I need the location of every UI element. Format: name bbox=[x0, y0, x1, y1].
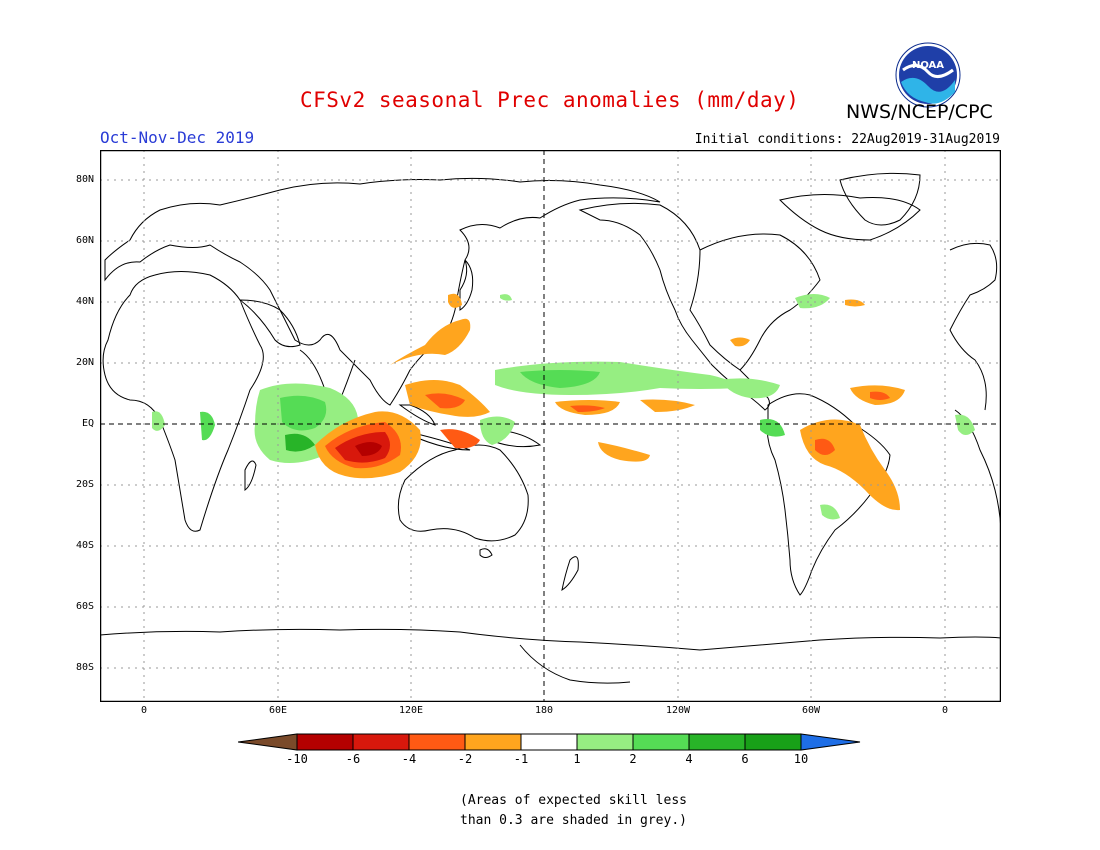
colorbar-label: -10 bbox=[286, 752, 308, 766]
lon-label-180: 180 bbox=[534, 705, 554, 716]
colorbar-label: -6 bbox=[345, 752, 361, 766]
map-title: CFSv2 seasonal Prec anomalies (mm/day) bbox=[300, 88, 800, 112]
skill-note-line2: than 0.3 are shaded in grey.) bbox=[460, 813, 687, 828]
colorbar-swatch bbox=[352, 733, 410, 751]
lat-label-20n: 20N bbox=[75, 357, 94, 368]
colorbar-swatch bbox=[576, 733, 634, 751]
season-label: Oct-Nov-Dec 2019 bbox=[100, 128, 255, 147]
lat-label-80n: 80N bbox=[75, 174, 94, 185]
organization-label: NWS/NCEP/CPC bbox=[846, 101, 993, 123]
colorbar-swatch bbox=[238, 733, 298, 751]
colorbar-label: 6 bbox=[741, 752, 749, 766]
colorbar-label: 2 bbox=[629, 752, 637, 766]
lon-label-60e: 60E bbox=[268, 705, 288, 716]
lon-label-60w: 60W bbox=[801, 705, 821, 716]
anomaly-shading bbox=[152, 293, 975, 520]
anomaly-map bbox=[100, 150, 1001, 702]
colorbar-swatch bbox=[296, 733, 354, 751]
lat-label-80s: 80S bbox=[75, 662, 94, 673]
lon-label-0-left: 0 bbox=[140, 705, 148, 716]
lon-label-120e: 120E bbox=[398, 705, 424, 716]
colorbar-label: -2 bbox=[457, 752, 473, 766]
colorbar bbox=[238, 733, 861, 751]
colorbar-swatch bbox=[520, 733, 578, 751]
lat-label-60s: 60S bbox=[75, 601, 94, 612]
colorbar-label: -4 bbox=[401, 752, 417, 766]
colorbar-swatch bbox=[744, 733, 802, 751]
skill-note: (Areas of expected skill less than 0.3 a… bbox=[460, 791, 687, 831]
lat-label-60n: 60N bbox=[75, 235, 94, 246]
noaa-logo: NOAA bbox=[895, 42, 961, 112]
lat-label-20s: 20S bbox=[75, 479, 94, 490]
colorbar-label: 4 bbox=[685, 752, 693, 766]
colorbar-label: -1 bbox=[513, 752, 529, 766]
equator-and-dateline bbox=[100, 150, 1001, 702]
colorbar-label: 10 bbox=[793, 752, 809, 766]
lon-label-120w: 120W bbox=[665, 705, 691, 716]
initial-conditions-label: Initial conditions: 22Aug2019-31Aug2019 bbox=[694, 132, 1000, 147]
logo-text: NOAA bbox=[912, 60, 944, 71]
skill-note-line1: (Areas of expected skill less bbox=[460, 793, 687, 808]
lat-label-40s: 40S bbox=[75, 540, 94, 551]
gridlines bbox=[100, 150, 1001, 702]
lon-label-0-right: 0 bbox=[941, 705, 949, 716]
lat-label-40n: 40N bbox=[75, 296, 94, 307]
colorbar-swatch bbox=[408, 733, 466, 751]
colorbar-swatch bbox=[688, 733, 746, 751]
lat-label-eq: EQ bbox=[81, 418, 94, 429]
map-frame bbox=[100, 150, 1001, 702]
coastlines bbox=[100, 172, 1001, 684]
colorbar-swatch bbox=[632, 733, 690, 751]
colorbar-swatch bbox=[464, 733, 522, 751]
colorbar-label: 1 bbox=[573, 752, 581, 766]
colorbar-swatch bbox=[800, 733, 861, 751]
